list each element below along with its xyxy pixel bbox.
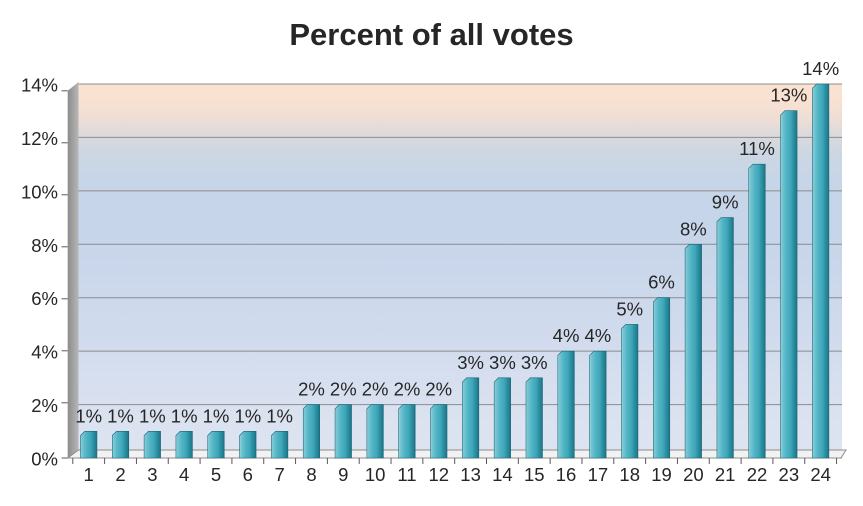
svg-text:7: 7 (274, 464, 284, 485)
svg-text:0%: 0% (31, 449, 58, 470)
svg-text:15: 15 (524, 464, 545, 485)
svg-text:18: 18 (619, 464, 640, 485)
svg-text:22: 22 (747, 464, 768, 485)
svg-text:1%: 1% (75, 405, 102, 426)
svg-text:1: 1 (84, 464, 94, 485)
svg-text:5: 5 (211, 464, 221, 485)
svg-text:21: 21 (715, 464, 736, 485)
svg-text:3%: 3% (489, 352, 516, 373)
svg-text:3%: 3% (457, 352, 484, 373)
svg-text:10: 10 (365, 464, 386, 485)
svg-text:2%: 2% (362, 379, 389, 400)
svg-text:13%: 13% (770, 85, 807, 106)
svg-text:4: 4 (179, 464, 189, 485)
svg-text:20: 20 (683, 464, 704, 485)
svg-text:3%: 3% (521, 352, 548, 373)
svg-text:4%: 4% (585, 325, 612, 346)
svg-text:2%: 2% (394, 379, 421, 400)
svg-text:4%: 4% (553, 325, 580, 346)
svg-text:9%: 9% (712, 192, 739, 213)
svg-text:6: 6 (243, 464, 253, 485)
svg-text:19: 19 (651, 464, 672, 485)
svg-text:13: 13 (460, 464, 481, 485)
svg-text:2%: 2% (330, 379, 357, 400)
svg-text:6%: 6% (31, 288, 58, 309)
svg-text:1%: 1% (139, 405, 166, 426)
svg-text:1%: 1% (203, 405, 230, 426)
svg-text:9: 9 (338, 464, 348, 485)
svg-text:1%: 1% (171, 405, 198, 426)
svg-text:2%: 2% (298, 379, 325, 400)
svg-text:1%: 1% (234, 405, 261, 426)
svg-text:12: 12 (428, 464, 449, 485)
svg-text:8%: 8% (31, 235, 58, 256)
svg-text:1%: 1% (266, 405, 293, 426)
svg-text:2%: 2% (31, 395, 58, 416)
svg-text:12%: 12% (21, 128, 58, 149)
svg-text:8: 8 (306, 464, 316, 485)
svg-text:6%: 6% (648, 272, 675, 293)
svg-text:11: 11 (397, 464, 416, 485)
svg-text:1%: 1% (107, 405, 134, 426)
svg-text:14: 14 (492, 464, 513, 485)
svg-text:2: 2 (115, 464, 125, 485)
svg-text:23: 23 (779, 464, 800, 485)
svg-text:24: 24 (810, 464, 831, 485)
svg-text:5%: 5% (616, 298, 643, 319)
svg-text:11%: 11% (739, 138, 775, 159)
svg-text:16: 16 (556, 464, 577, 485)
svg-text:4%: 4% (31, 342, 58, 363)
svg-text:14%: 14% (21, 75, 58, 96)
svg-text:8%: 8% (680, 218, 707, 239)
svg-text:3: 3 (147, 464, 157, 485)
svg-text:2%: 2% (425, 379, 452, 400)
svg-text:10%: 10% (21, 181, 58, 202)
svg-text:14%: 14% (802, 58, 839, 79)
svg-text:17: 17 (588, 464, 609, 485)
